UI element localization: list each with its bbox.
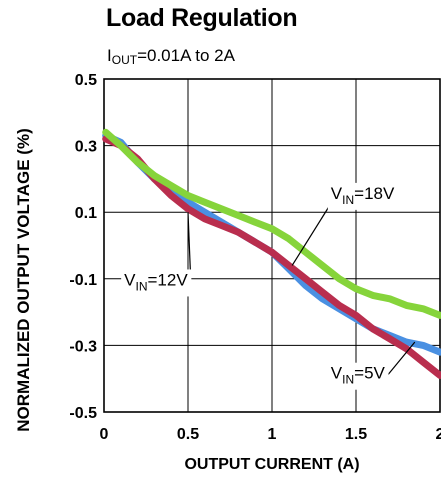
subtitle-sub: OUT [111, 53, 138, 67]
chart-subtitle: IOUT=0.01A to 2A [107, 46, 235, 67]
annotation-main-2: V [331, 364, 343, 383]
y-tick-label-5: -0.5 [69, 405, 97, 422]
annotation-bg-2 [327, 362, 389, 390]
annotation-main-0: V [331, 184, 343, 203]
subtitle-rest: =0.01A to 2A [137, 46, 235, 65]
y-tick-label-4: -0.3 [69, 338, 97, 355]
x-tick-label-2: 1 [268, 426, 277, 443]
annotation-label-2: VIN=5V [331, 364, 386, 387]
annotation-0: VIN=18V [327, 182, 398, 210]
x-tick-label-1: 0.5 [177, 426, 199, 443]
x-axis-label: OUTPUT CURRENT (A) [184, 456, 360, 473]
annotation-sub-1: IN [136, 279, 148, 293]
annotation-sub-2: IN [342, 373, 354, 387]
annotation-pointer-2 [387, 341, 416, 376]
series-lines [102, 128, 441, 379]
y-axis-label: NORMALIZED OUTPUT VOLTAGE (%) [14, 128, 33, 432]
annotation-rest-1: =12V [148, 270, 189, 289]
x-tick-label-3: 1.5 [345, 426, 367, 443]
annotation-pointers [187, 206, 416, 376]
subtitle-main: I [107, 46, 112, 65]
series-line-2 [102, 128, 441, 319]
annotation-bg-0 [327, 182, 398, 210]
annotation-rest-0: =18V [354, 184, 395, 203]
x-tick-labels: 0 0.5 1 1.5 2 [100, 426, 441, 443]
annotation-pointer-0 [291, 206, 330, 266]
y-tick-label-0: 0.5 [75, 72, 97, 89]
annotation-rest-2: =5V [354, 364, 385, 383]
series-line-1 [102, 135, 441, 379]
annotation-2: VIN=5V [327, 362, 389, 390]
y-tick-label-3: -0.1 [69, 272, 97, 289]
annotation-sub-0: IN [342, 193, 354, 207]
chart-title: Load Regulation [106, 4, 298, 32]
x-tick-label-0: 0 [100, 426, 109, 443]
annotation-main-1: V [124, 270, 136, 289]
x-tick-label-4: 2 [436, 426, 441, 443]
grid [104, 79, 440, 412]
annotation-bg-1 [121, 269, 192, 297]
annotation-1: VIN=12V [121, 269, 192, 297]
annotation-pointer-1 [187, 212, 191, 271]
annotation-label-0: VIN=18V [331, 184, 395, 207]
y-tick-label-2: 0.1 [75, 205, 97, 222]
series-line-0 [102, 132, 441, 356]
y-tick-label-1: 0.3 [75, 139, 97, 156]
annotation-label-1: VIN=12V [124, 270, 188, 293]
plot-border [103, 78, 441, 413]
y-tick-labels: 0.5 0.3 0.1 -0.1 -0.3 -0.5 [69, 72, 97, 422]
plot-frame [103, 78, 441, 413]
